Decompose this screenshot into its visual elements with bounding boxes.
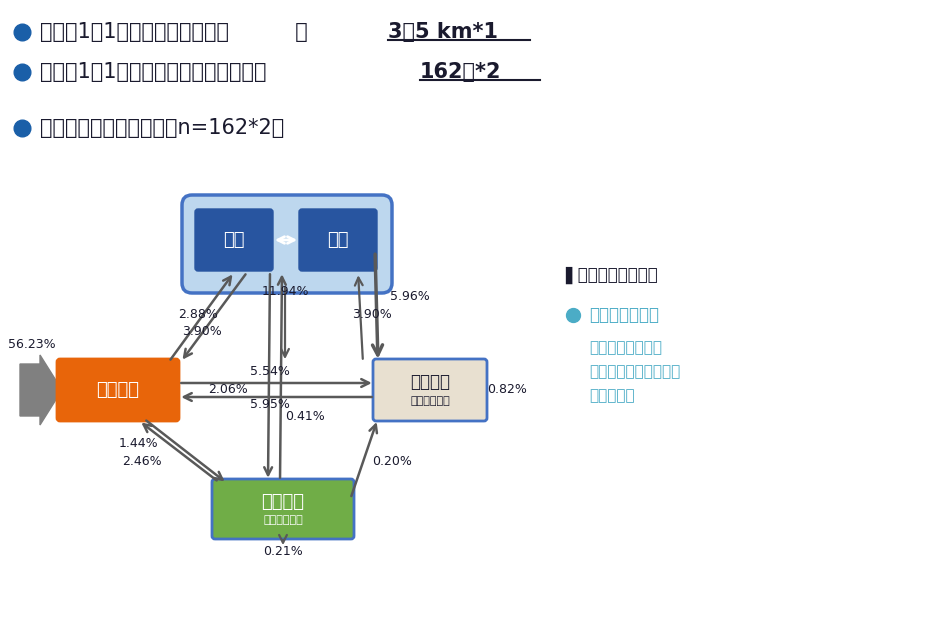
Text: ▌訪問回数の多い室: ▌訪問回数の多い室 bbox=[565, 266, 658, 284]
Text: 介護的な援助が必要な: 介護的な援助が必要な bbox=[589, 364, 680, 379]
Text: 2.06%: 2.06% bbox=[208, 383, 248, 396]
Text: 看護諸室: 看護諸室 bbox=[410, 373, 450, 391]
Text: 病室: 病室 bbox=[224, 231, 245, 249]
FancyBboxPatch shape bbox=[57, 359, 179, 421]
Text: 汚物処理室等: 汚物処理室等 bbox=[410, 396, 450, 406]
Text: 室間移動の内訳相関図（n=162*2）: 室間移動の内訳相関図（n=162*2） bbox=[40, 118, 284, 138]
Text: 3～5 km*1: 3～5 km*1 bbox=[388, 22, 498, 42]
Text: 3.90%: 3.90% bbox=[352, 308, 391, 321]
Text: 1.44%: 1.44% bbox=[118, 437, 158, 450]
FancyBboxPatch shape bbox=[182, 195, 392, 293]
Text: 5.96%: 5.96% bbox=[390, 290, 430, 303]
Text: 看護師1人1日当たりの移動距離          ：: 看護師1人1日当たりの移動距離 ： bbox=[40, 22, 308, 42]
Text: 2.46%: 2.46% bbox=[122, 455, 162, 468]
Text: 看護師1人1日当たりの室間移動回数：: 看護師1人1日当たりの室間移動回数： bbox=[40, 62, 267, 82]
Text: 5.54%: 5.54% bbox=[250, 365, 290, 378]
Text: 56.23%: 56.23% bbox=[8, 338, 56, 351]
FancyBboxPatch shape bbox=[212, 479, 354, 539]
Text: 特に、重症患者、: 特に、重症患者、 bbox=[589, 341, 662, 356]
Text: 0.20%: 0.20% bbox=[372, 455, 412, 468]
FancyBboxPatch shape bbox=[299, 209, 377, 271]
Text: 0.41%: 0.41% bbox=[285, 410, 324, 423]
FancyArrow shape bbox=[20, 355, 62, 425]
Text: 3.90%: 3.90% bbox=[183, 325, 222, 338]
Text: 11.94%: 11.94% bbox=[261, 285, 308, 298]
Text: 担当患者の病室: 担当患者の病室 bbox=[589, 306, 659, 324]
Text: 0.82%: 0.82% bbox=[487, 383, 527, 396]
Text: 162回*2: 162回*2 bbox=[420, 62, 501, 82]
FancyBboxPatch shape bbox=[195, 209, 273, 271]
Text: 生活諸室: 生活諸室 bbox=[262, 493, 305, 511]
Text: 病室: 病室 bbox=[327, 231, 349, 249]
Text: デイルーム等: デイルーム等 bbox=[263, 515, 303, 525]
Text: 患者の病室: 患者の病室 bbox=[589, 389, 635, 404]
FancyBboxPatch shape bbox=[373, 359, 487, 421]
Text: 0.21%: 0.21% bbox=[263, 545, 303, 558]
Text: 2.88%: 2.88% bbox=[178, 308, 218, 321]
Text: 5.95%: 5.95% bbox=[250, 398, 290, 411]
Text: 看護拠点: 看護拠点 bbox=[97, 381, 140, 399]
